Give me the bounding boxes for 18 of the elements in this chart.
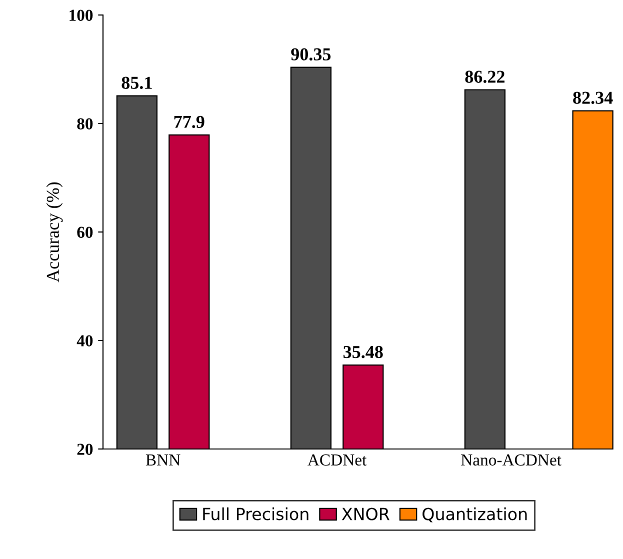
legend-label: Quantization — [422, 507, 527, 522]
y-tick-label: 80 — [77, 118, 93, 130]
x-tick-label: ACDNet — [308, 454, 367, 466]
y-tick-label: 40 — [76, 335, 93, 346]
legend-label: XNOR — [342, 508, 390, 520]
data-label: 35.48 — [344, 346, 383, 358]
data-label: 90.35 — [291, 48, 331, 61]
y-tick-label: 20 — [77, 444, 93, 455]
y-axis-title: Accuracy (%) — [46, 182, 63, 282]
data-label: 86.22 — [465, 70, 504, 83]
x-tick-label: BNN — [146, 454, 180, 466]
data-label: 85.1 — [122, 76, 152, 89]
x-tick-label: Nano-ACDNet — [461, 454, 562, 466]
y-tick-label: 60 — [77, 226, 93, 238]
data-label: 77.9 — [174, 116, 204, 128]
legend-label: Full Precision — [203, 507, 308, 520]
data-label: 82.34 — [573, 92, 613, 104]
y-tick-label: 100 — [70, 10, 93, 21]
